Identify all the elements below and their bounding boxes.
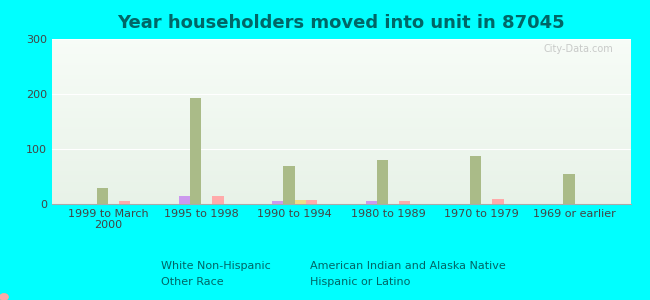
Bar <box>399 201 410 204</box>
Bar <box>190 98 202 204</box>
Title: Year householders moved into unit in 87045: Year householders moved into unit in 870… <box>118 14 565 32</box>
Text: City-Data.com: City-Data.com <box>543 44 613 54</box>
Bar <box>377 160 388 204</box>
Bar <box>283 166 294 204</box>
Bar <box>470 156 481 204</box>
Bar <box>213 196 224 204</box>
Bar <box>119 201 131 204</box>
Bar <box>365 201 377 204</box>
Bar <box>294 200 305 204</box>
Bar <box>179 196 190 204</box>
Bar <box>272 201 283 204</box>
Bar <box>564 174 575 204</box>
Bar <box>97 188 108 204</box>
Legend: White Non-Hispanic, Other Race, American Indian and Alaska Native, Hispanic or L: White Non-Hispanic, Other Race, American… <box>140 256 510 291</box>
Bar <box>306 200 317 204</box>
Bar <box>493 199 504 204</box>
